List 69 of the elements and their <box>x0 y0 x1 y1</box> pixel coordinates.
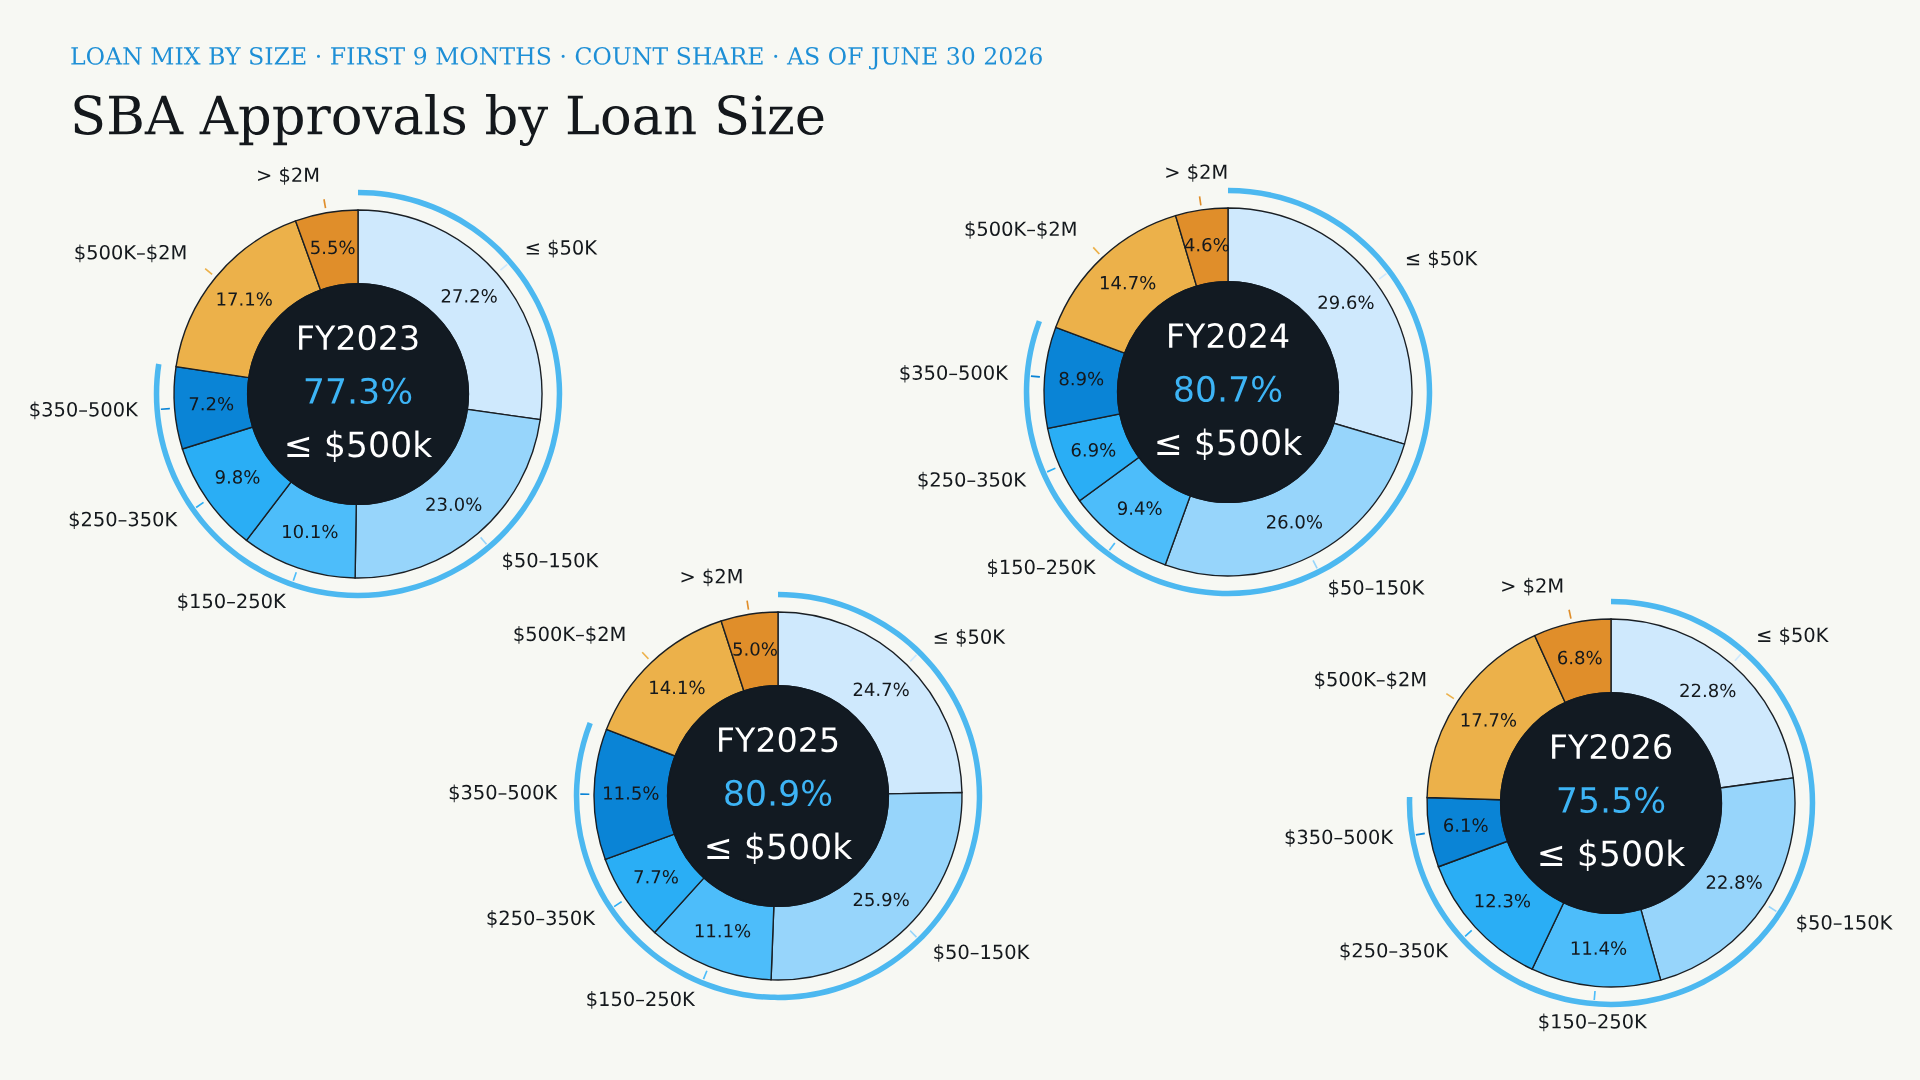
data-label: 5.5% <box>311 240 355 255</box>
slice-label: $250–350K <box>918 471 1027 490</box>
slice-label: $500K–$2M <box>75 244 186 263</box>
slice-label: ≤ $50K <box>1758 627 1829 645</box>
legend-label: $350–500K <box>30 401 139 420</box>
slice-label: $350–500K <box>1285 829 1394 847</box>
text: ≤ $500k <box>1157 428 1303 461</box>
data-label: 8.9% <box>1059 371 1104 386</box>
text: FY2026 <box>1552 734 1672 760</box>
slice-label: ≤ $50K <box>1406 250 1478 269</box>
text: FY2023 <box>299 325 418 351</box>
data-label: 11.5% <box>604 786 659 800</box>
data-label: 25.9% <box>853 892 909 907</box>
slice-label: $500K–$2M <box>1315 671 1426 690</box>
data-label: 12.3% <box>1475 893 1531 908</box>
slice-label: > $2M <box>1502 577 1563 596</box>
data-label: 7.2% <box>189 396 234 411</box>
data-label: 9.4% <box>1117 501 1162 516</box>
data-label: 23.0% <box>426 497 482 512</box>
slice-label: $50–150K <box>934 944 1030 962</box>
slice-label: $250–350K <box>487 910 596 928</box>
text: ≤ $500k <box>1540 839 1686 872</box>
data-label: 24.7% <box>853 682 909 697</box>
data-label: 11.1% <box>695 923 751 938</box>
text: ≤ $500k <box>287 430 433 463</box>
legend-label: $350–500K <box>900 364 1009 383</box>
data-label: 6.1% <box>1444 818 1488 832</box>
data-label: 22.8% <box>1680 683 1736 698</box>
data-label: 22.8% <box>1706 875 1762 889</box>
text: FY2025 <box>719 727 838 753</box>
data-label: 6.8% <box>1558 650 1602 665</box>
data-label: 29.6% <box>1318 295 1374 310</box>
slice-label: $250–350K <box>69 511 178 530</box>
data-label: 26.0% <box>1267 514 1323 529</box>
data-label: 5.0% <box>733 642 777 656</box>
data-label: 9.8% <box>215 470 260 484</box>
data-label: 17.1% <box>217 292 272 306</box>
data-label: 10.1% <box>283 524 338 539</box>
text: LOAN MIX BY SIZE · FIRST 9 MONTHS · COUNT SHARE · AS OF JUNE 30 2026 <box>71 46 1042 70</box>
text: ≤ $500k <box>707 832 853 865</box>
slice-label: ≤ $50K <box>934 629 1006 647</box>
slice-label: > $2M <box>1166 164 1227 182</box>
data-label: 14.7% <box>1100 275 1156 290</box>
data-label: 6.9% <box>1071 443 1116 457</box>
data-label: 7.7% <box>634 869 678 884</box>
slice-label: $150–250K <box>587 991 696 1009</box>
legend-label: $350–500K <box>449 784 558 803</box>
data-label: 17.7% <box>1461 713 1517 727</box>
text: 80.9% <box>725 779 832 807</box>
slice-label: $150–250K <box>1539 1013 1648 1032</box>
text: 75.5% <box>1558 786 1665 814</box>
slice-label: $150–250K <box>988 559 1096 577</box>
text: 77.3% <box>305 377 412 405</box>
slice-label: ≤ $50K <box>526 239 598 258</box>
data-label: 27.2% <box>441 289 497 303</box>
text: 80.7% <box>1175 375 1282 403</box>
slice-label: $250–350K <box>1340 942 1449 961</box>
text: SBA Approvals by Loan Size <box>74 94 824 146</box>
slice-label: $500K–$2M <box>514 626 625 644</box>
data-label: 11.4% <box>1571 941 1627 955</box>
text: FY2024 <box>1169 323 1289 349</box>
slice-label: > $2M <box>258 167 319 185</box>
slice-label: $50–150K <box>1329 579 1425 598</box>
slice-label: $150–250K <box>178 593 287 611</box>
slice-label: > $2M <box>681 568 742 587</box>
slice-label: $500K–$2M <box>965 221 1076 239</box>
data-label: 14.1% <box>650 680 705 695</box>
slice-label: $50–150K <box>1797 914 1893 933</box>
slice-label: $50–150K <box>503 552 599 571</box>
